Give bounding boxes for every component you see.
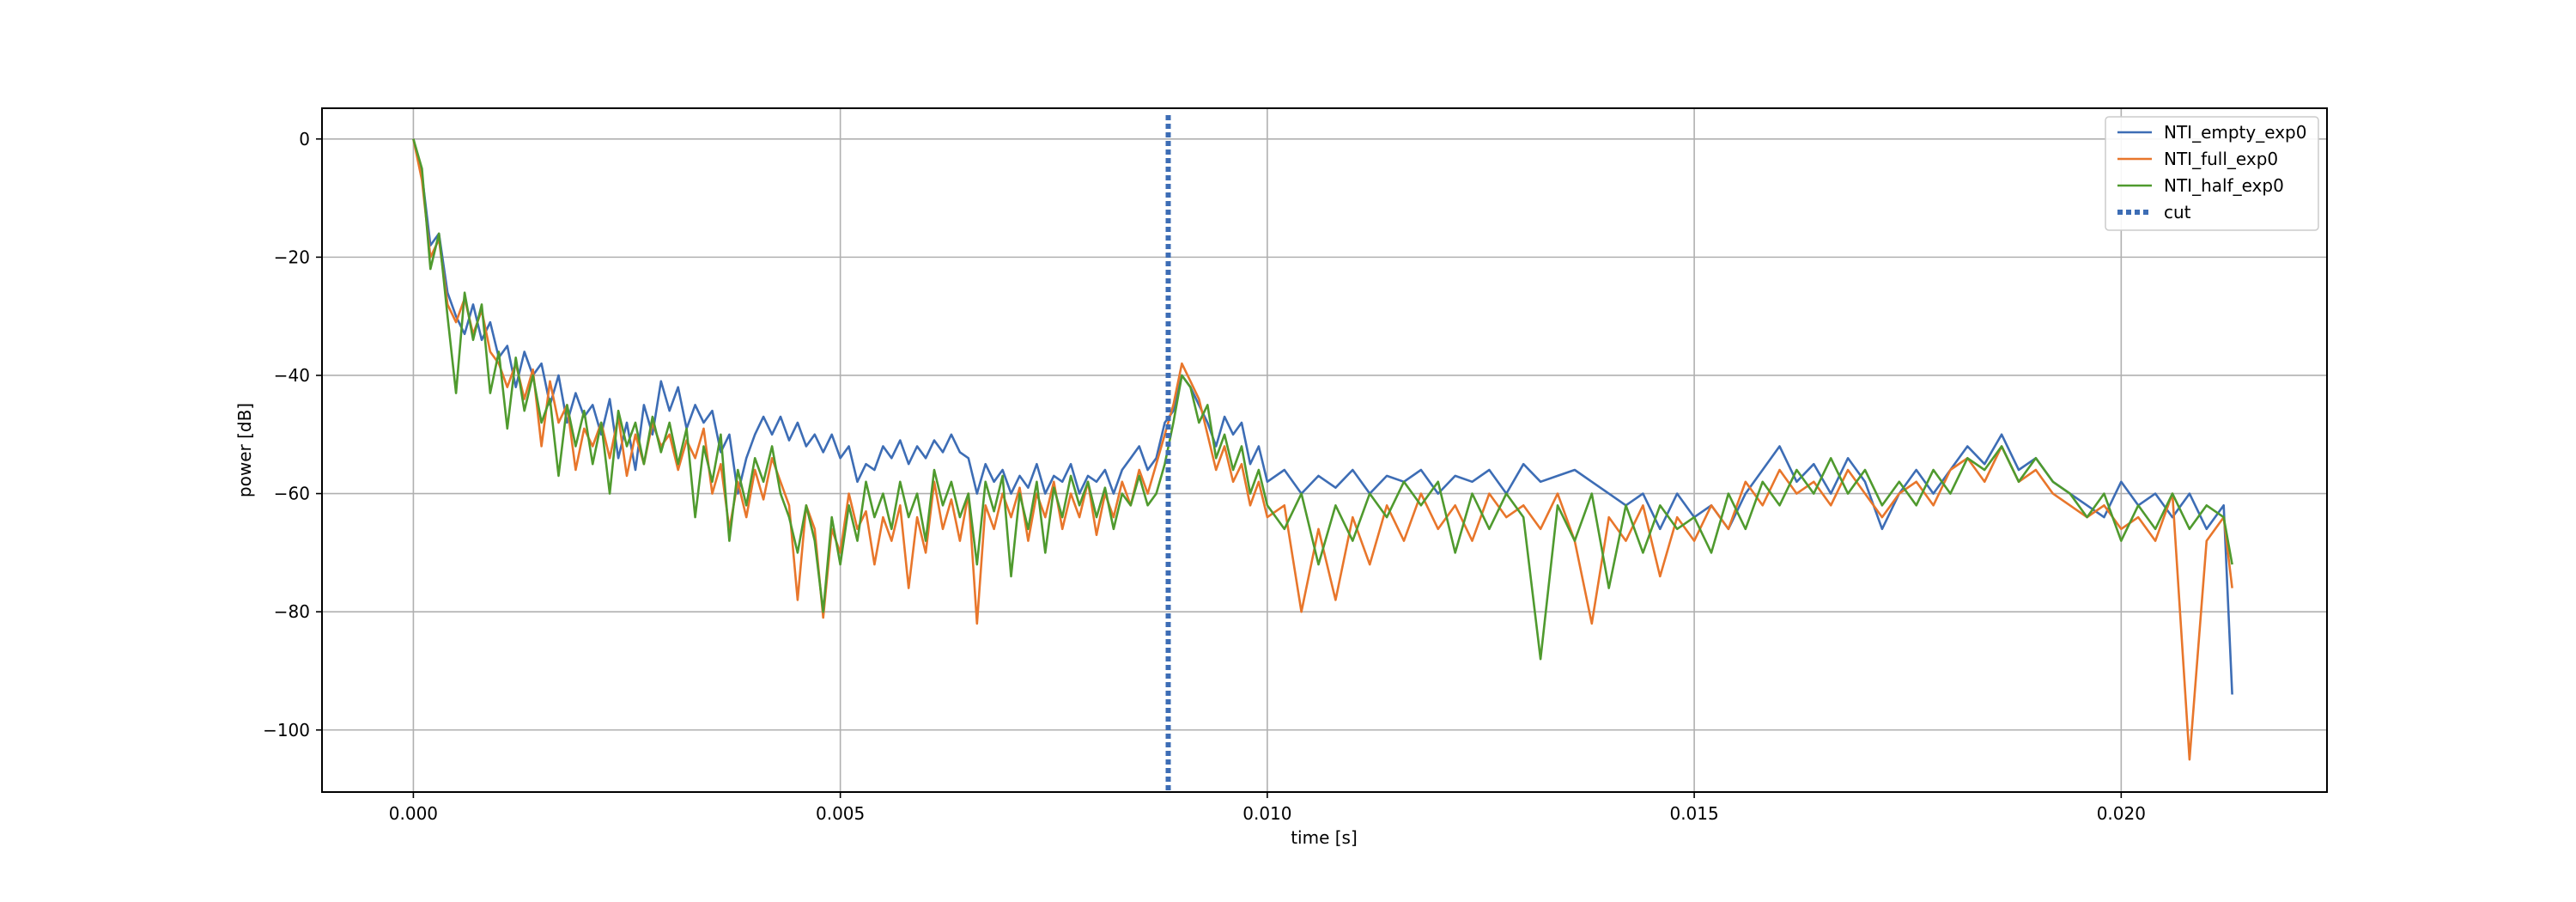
x-tick-label: 0.020 bbox=[2097, 803, 2146, 824]
x-axis-ticks: 0.000 0.005 0.010 0.015 0.020 bbox=[389, 792, 2146, 824]
plot-frame bbox=[321, 107, 2328, 793]
legend-box bbox=[2105, 116, 2319, 231]
legend-label: NTI_full_exp0 bbox=[2164, 149, 2278, 169]
x-tick-label: 0.005 bbox=[816, 803, 865, 824]
legend-label: NTI_empty_exp0 bbox=[2164, 122, 2306, 143]
series-layer bbox=[412, 138, 2233, 761]
y-tick-label: −60 bbox=[274, 484, 310, 504]
legend-entries: NTI_empty_exp0 NTI_full_exp0 NTI_half_exp0… bbox=[2117, 122, 2306, 222]
x-tick-label: 0.015 bbox=[1669, 803, 1718, 824]
series-line-2 bbox=[412, 138, 2233, 661]
x-tick-label: 0.000 bbox=[389, 803, 438, 824]
series-line-1 bbox=[412, 138, 2233, 761]
y-axis-label: power [dB] bbox=[234, 403, 255, 497]
legend-label: NTI_half_exp0 bbox=[2164, 175, 2284, 196]
y-axis-ticks: 0 −20 −40 −60 −80 −100 bbox=[263, 129, 322, 740]
x-tick-label: 0.010 bbox=[1242, 803, 1291, 824]
legend-label: cut bbox=[2164, 202, 2191, 222]
y-tick-label: −20 bbox=[274, 247, 310, 267]
y-tick-label: −100 bbox=[263, 720, 310, 740]
y-tick-label: −80 bbox=[274, 601, 310, 622]
legend: NTI_empty_exp0 NTI_full_exp0 NTI_half_exp0… bbox=[2105, 116, 2319, 231]
y-tick-label: 0 bbox=[299, 129, 310, 149]
y-tick-label: −40 bbox=[274, 365, 310, 386]
grid-lines bbox=[322, 108, 2327, 792]
x-axis-label: time [s] bbox=[1291, 827, 1358, 848]
